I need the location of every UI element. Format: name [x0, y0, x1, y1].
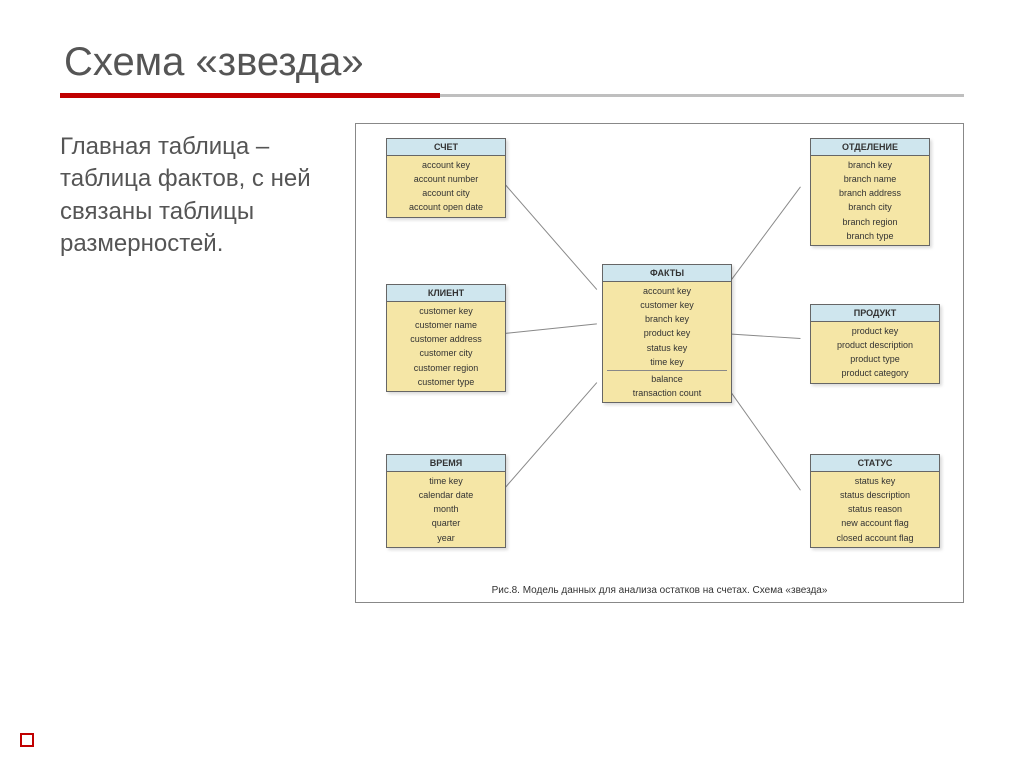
- diagram-caption: Рис.8. Модель данных для анализа остатко…: [356, 585, 963, 596]
- entity-field: product key: [815, 324, 935, 338]
- entity-header: КЛИЕНТ: [387, 285, 505, 302]
- entity-field: customer key: [391, 304, 501, 318]
- entity-header: СЧЕТ: [387, 139, 505, 156]
- entity-field: status description: [815, 488, 935, 502]
- entity-header: ВРЕМЯ: [387, 455, 505, 472]
- entity-field: product key: [607, 326, 727, 340]
- entity-field: customer name: [391, 318, 501, 332]
- entity-field: customer key: [607, 298, 727, 312]
- entity-header: СТАТУС: [811, 455, 939, 472]
- entity-field: customer address: [391, 332, 501, 346]
- entity-body: account keyaccount numberaccount cityacc…: [387, 156, 505, 217]
- entity-body: time keycalendar datemonthquarteryear: [387, 472, 505, 547]
- entity-facts: ФАКТЫaccount keycustomer keybranch keypr…: [602, 264, 732, 403]
- edge-status-facts: [724, 383, 800, 491]
- entity-customer: КЛИЕНТcustomer keycustomer namecustomer …: [386, 284, 506, 392]
- edge-product-facts: [724, 334, 800, 339]
- slide: Схема «звезда» Главная таблица – таблица…: [0, 0, 1024, 767]
- star-schema-diagram: Рис.8. Модель данных для анализа остатко…: [355, 123, 964, 603]
- entity-field: account city: [391, 186, 501, 200]
- entity-field: branch region: [815, 215, 925, 229]
- entity-time: ВРЕМЯtime keycalendar datemonthquarterye…: [386, 454, 506, 548]
- entity-account: СЧЕТaccount keyaccount numberaccount cit…: [386, 138, 506, 218]
- entity-field: year: [391, 531, 501, 545]
- entity-field: transaction count: [607, 386, 727, 400]
- entity-field: branch type: [815, 229, 925, 243]
- entity-separator: [607, 370, 727, 371]
- entity-product: ПРОДУКТproduct keyproduct descriptionpro…: [810, 304, 940, 384]
- rule-red: [60, 93, 440, 98]
- entity-status: СТАТУСstatus keystatus descriptionstatus…: [810, 454, 940, 548]
- entity-field: closed account flag: [815, 531, 935, 545]
- entity-field: branch name: [815, 172, 925, 186]
- entity-field: status key: [815, 474, 935, 488]
- edge-account-facts: [503, 182, 597, 290]
- entity-field: month: [391, 502, 501, 516]
- entity-header: ФАКТЫ: [603, 265, 731, 282]
- entity-field: customer type: [391, 375, 501, 389]
- entity-field: branch key: [607, 312, 727, 326]
- title-rule: [60, 93, 964, 99]
- entity-field: account key: [607, 284, 727, 298]
- entity-field: account number: [391, 172, 501, 186]
- entity-field: account key: [391, 158, 501, 172]
- entity-field: new account flag: [815, 516, 935, 530]
- edge-customer-facts: [503, 324, 597, 334]
- entity-field: status key: [607, 341, 727, 355]
- entity-field: quarter: [391, 516, 501, 530]
- entity-field: product category: [815, 366, 935, 380]
- edge-time-facts: [503, 383, 597, 491]
- entity-field: branch key: [815, 158, 925, 172]
- entity-header: ОТДЕЛЕНИЕ: [811, 139, 929, 156]
- entity-field: time key: [391, 474, 501, 488]
- corner-square-icon: [20, 733, 34, 747]
- entity-field: branch address: [815, 186, 925, 200]
- entity-body: account keycustomer keybranch keyproduct…: [603, 282, 731, 402]
- entity-field: account open date: [391, 200, 501, 214]
- entity-field: balance: [607, 372, 727, 386]
- entity-field: product description: [815, 338, 935, 352]
- entity-field: customer city: [391, 346, 501, 360]
- slide-title: Схема «звезда»: [60, 40, 964, 85]
- description-text: Главная таблица – таблица фактов, с ней …: [60, 123, 335, 261]
- entity-field: branch city: [815, 200, 925, 214]
- entity-field: customer region: [391, 361, 501, 375]
- entity-body: branch keybranch namebranch addressbranc…: [811, 156, 929, 245]
- entity-field: product type: [815, 352, 935, 366]
- entity-body: customer keycustomer namecustomer addres…: [387, 302, 505, 391]
- entity-branch: ОТДЕЛЕНИЕbranch keybranch namebranch add…: [810, 138, 930, 246]
- content-row: Главная таблица – таблица фактов, с ней …: [60, 123, 964, 603]
- entity-body: status keystatus descriptionstatus reaso…: [811, 472, 939, 547]
- entity-header: ПРОДУКТ: [811, 305, 939, 322]
- entity-field: status reason: [815, 502, 935, 516]
- entity-field: time key: [607, 355, 727, 369]
- edge-branch-facts: [724, 187, 800, 290]
- entity-body: product keyproduct descriptionproduct ty…: [811, 322, 939, 383]
- entity-field: calendar date: [391, 488, 501, 502]
